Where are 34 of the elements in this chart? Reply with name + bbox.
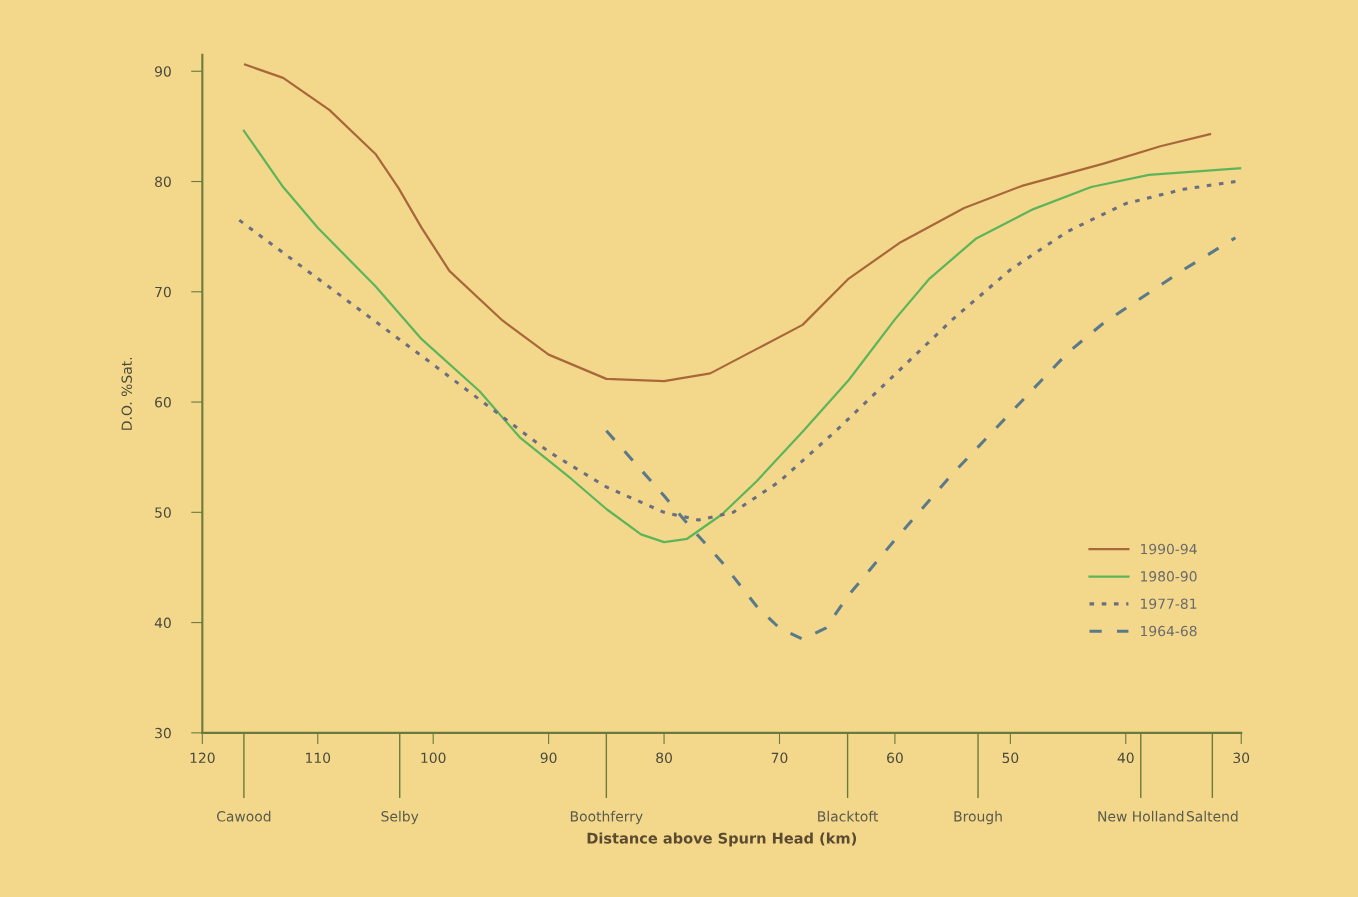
x-axis-title: Distance above Spurn Head (km) — [587, 832, 857, 847]
ref-line-label: Brough — [954, 810, 1002, 825]
y-tick-label: 80 — [155, 176, 171, 187]
x-tick-label: 60 — [887, 752, 903, 764]
x-tick-label: 70 — [771, 752, 788, 764]
x-tick-label: 110 — [306, 752, 331, 764]
y-axis-title: D.O. %Sat. — [121, 357, 132, 430]
x-tick-label: 100 — [421, 752, 446, 764]
line-series — [242, 129, 1242, 544]
ref-line-label: Boothferry — [570, 810, 643, 825]
legend-label: 1977-81 — [1141, 598, 1197, 609]
y-tick-label: 30 — [155, 727, 171, 739]
ref-line-label: Saltend — [1186, 810, 1238, 822]
y-tick-label: 40 — [154, 617, 171, 629]
x-tick-label: 30 — [1233, 752, 1250, 764]
x-tick-label: 80 — [656, 752, 672, 764]
line-series — [243, 63, 1212, 383]
legend-label: 1990-94 — [1141, 543, 1197, 555]
ref-line-label: Selby — [381, 810, 419, 825]
line-series — [237, 179, 1237, 522]
line-series — [604, 236, 1237, 641]
ref-line-label: New Holland — [1098, 810, 1184, 822]
y-tick-label: 60 — [155, 397, 171, 408]
legend-label: 1980-90 — [1141, 571, 1197, 582]
y-tick-label: 70 — [155, 286, 171, 298]
y-tick-label: 50 — [155, 507, 171, 518]
legend-label: 1964-68 — [1141, 625, 1197, 637]
ref-line-label: Blacktoft — [818, 810, 879, 822]
x-tick-label: 40 — [1117, 752, 1134, 764]
ref-line-label: Cawood — [216, 810, 271, 822]
x-tick-label: 90 — [540, 752, 557, 764]
x-tick-label: 50 — [1002, 752, 1019, 764]
x-tick-label: 120 — [190, 752, 215, 764]
y-tick-label: 90 — [154, 66, 171, 77]
